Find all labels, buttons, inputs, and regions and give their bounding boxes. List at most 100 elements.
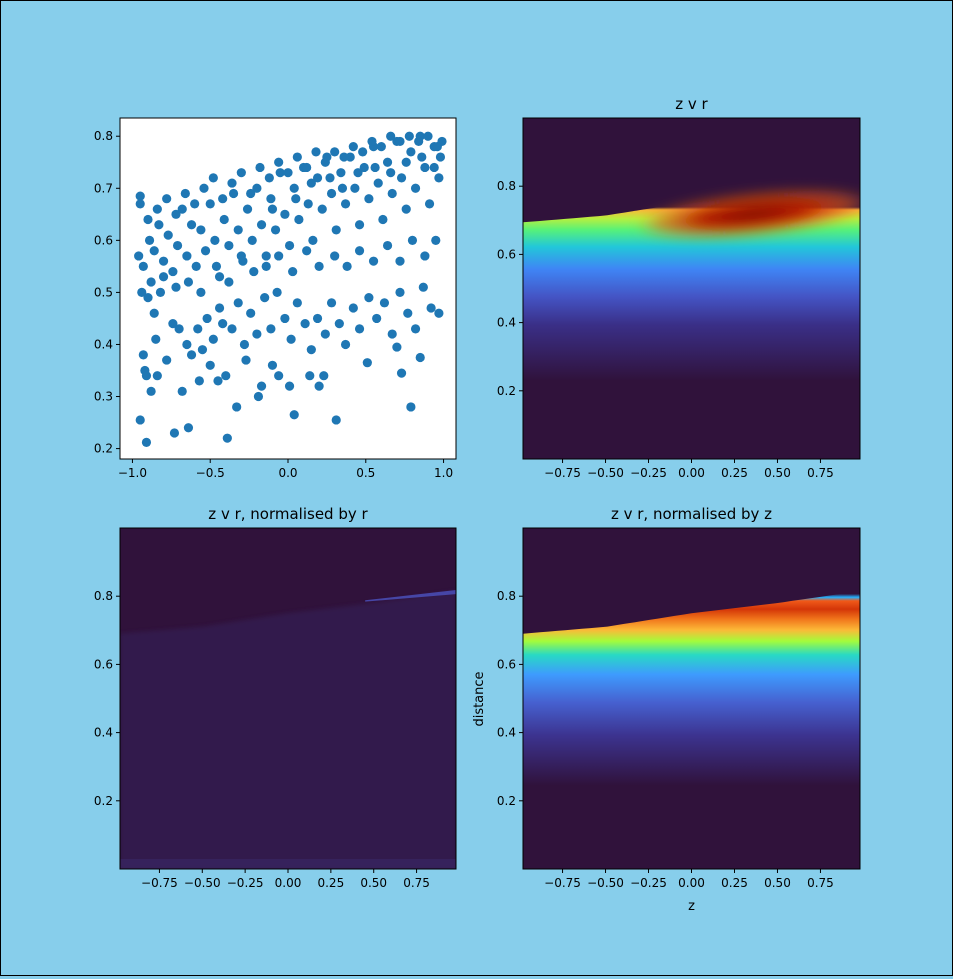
scatter-point bbox=[227, 178, 237, 188]
scatter-point bbox=[392, 342, 402, 352]
scatter-point bbox=[171, 209, 181, 219]
scatter-point bbox=[406, 147, 416, 157]
scatter-point bbox=[252, 329, 262, 339]
scatter-point bbox=[340, 199, 351, 209]
x-tick-label: 0.50 bbox=[360, 876, 387, 890]
scatter-point bbox=[294, 214, 304, 225]
x-tick-label: −0.75 bbox=[544, 466, 581, 480]
scatter-point bbox=[261, 251, 271, 261]
scatter-point bbox=[418, 282, 428, 292]
scatter-point bbox=[270, 225, 281, 235]
scatter-point bbox=[260, 293, 270, 303]
scatter-point bbox=[158, 256, 169, 266]
y-tick-label: 0.6 bbox=[94, 657, 113, 671]
scatter-point bbox=[266, 194, 276, 204]
scatter-point bbox=[364, 194, 374, 204]
scatter-point bbox=[154, 220, 164, 230]
scatter-point bbox=[199, 183, 209, 193]
scatter-point bbox=[208, 173, 218, 183]
scatter-point bbox=[274, 371, 284, 381]
scatter-point bbox=[137, 287, 147, 298]
scatter-point bbox=[202, 313, 212, 324]
x-tick-label: −0.5 bbox=[196, 466, 225, 480]
heatmap-norm-z-title: z v r, normalised by z bbox=[611, 505, 772, 523]
scatter-point bbox=[303, 199, 313, 209]
y-tick-label: 0.4 bbox=[497, 726, 516, 740]
scatter-point bbox=[162, 194, 172, 204]
scatter-point bbox=[359, 162, 369, 173]
scatter-point bbox=[317, 204, 327, 214]
scatter-point bbox=[362, 358, 372, 368]
scatter-point bbox=[289, 410, 299, 420]
scatter-point bbox=[379, 298, 390, 308]
scatter-point bbox=[378, 214, 388, 225]
scatter-point bbox=[194, 376, 204, 386]
scatter-point bbox=[182, 251, 192, 261]
scatter-point bbox=[253, 391, 264, 402]
scatter-point bbox=[274, 157, 284, 167]
scatter-point bbox=[395, 256, 405, 266]
scatter-point bbox=[191, 261, 201, 271]
scatter-point bbox=[414, 136, 424, 147]
scatter-point bbox=[354, 220, 365, 230]
scatter-point bbox=[431, 235, 441, 245]
scatter-point bbox=[143, 214, 153, 225]
scatter-point bbox=[249, 266, 259, 277]
scatter-point bbox=[196, 225, 206, 235]
scatter-point bbox=[331, 415, 341, 425]
scatter-point bbox=[135, 191, 145, 201]
scatter-point bbox=[325, 173, 335, 183]
scatter-point bbox=[334, 319, 344, 329]
scatter-point bbox=[410, 324, 421, 334]
x-tick-label: 0.75 bbox=[807, 466, 834, 480]
scatter-point bbox=[168, 266, 178, 277]
scatter-point bbox=[171, 282, 181, 292]
heatmap-norm-r-ticks: −0.75 −0.50 −0.25 0.00 0.25 0.50 0.75 0.2 0.4 0.6… bbox=[94, 589, 430, 890]
scatter-point bbox=[423, 131, 433, 141]
scatter-point bbox=[224, 277, 234, 287]
x-tick-label: 0.5 bbox=[356, 466, 375, 480]
scatter-point bbox=[395, 287, 405, 298]
y-tick-label: 0.2 bbox=[94, 442, 113, 456]
scatter-point bbox=[386, 131, 396, 141]
scatter-point bbox=[376, 142, 386, 152]
scatter-point bbox=[196, 287, 206, 298]
scatter-point bbox=[396, 368, 407, 378]
x-tick-label: −0.50 bbox=[587, 876, 624, 890]
scatter-point bbox=[367, 136, 377, 147]
heatmap-zr-ticks: −0.75 −0.50 −0.25 0.00 0.25 0.50 0.75 0.2 0.4 0.6… bbox=[497, 179, 834, 480]
heatmap-norm-r-edge-streak bbox=[365, 590, 456, 602]
scatter-point bbox=[211, 261, 222, 271]
scatter-point bbox=[146, 386, 156, 396]
y-tick-label: 0.4 bbox=[497, 316, 516, 330]
scatter-point bbox=[232, 402, 242, 412]
scatter-point bbox=[432, 142, 442, 152]
scatter-point bbox=[138, 261, 148, 271]
scatter-point bbox=[267, 360, 278, 370]
scatter-point bbox=[208, 334, 218, 344]
scatter-point bbox=[420, 162, 430, 173]
x-tick-label: −0.25 bbox=[630, 876, 667, 890]
heatmap-zr-hotspot bbox=[634, 188, 860, 240]
scatter-point bbox=[292, 152, 302, 162]
y-tick-label: 0.8 bbox=[94, 129, 113, 143]
heatmap-norm-z-xlabel: z bbox=[688, 899, 695, 914]
scatter-point bbox=[151, 334, 161, 344]
scatter-point bbox=[354, 324, 365, 334]
scatter-point bbox=[314, 381, 324, 391]
heatmap-zr-axes: z v r −0.75 −0.50 −0.25 0.00 0.25 0.50 0.75 0.2… bbox=[497, 95, 861, 480]
scatter-point bbox=[264, 173, 274, 183]
x-tick-label: −0.75 bbox=[544, 876, 581, 890]
scatter-point bbox=[336, 168, 346, 178]
scatter-point bbox=[386, 168, 396, 178]
scatter-point bbox=[241, 355, 251, 365]
scatter-point bbox=[312, 173, 323, 183]
heatmap-norm-r-bottom-noise bbox=[120, 859, 456, 869]
x-tick-label: −0.75 bbox=[141, 876, 178, 890]
scatter-point bbox=[330, 147, 340, 157]
scatter-point bbox=[186, 220, 197, 230]
scatter-point bbox=[395, 136, 405, 147]
scatter-point bbox=[275, 168, 285, 178]
scatter-point bbox=[350, 183, 360, 193]
scatter-point bbox=[415, 352, 425, 363]
